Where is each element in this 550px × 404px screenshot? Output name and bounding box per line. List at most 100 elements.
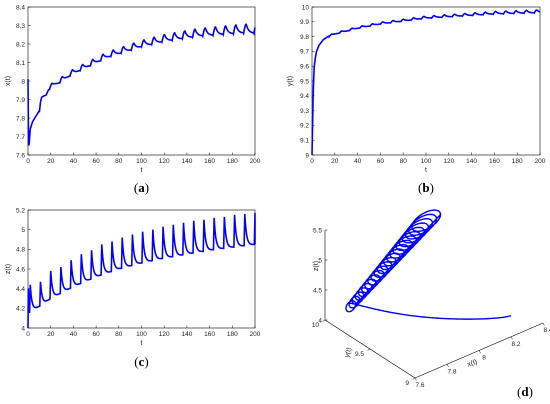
chart-c-xtick-label: 0 <box>26 331 30 338</box>
chart-b-xtick-label: 160 <box>489 158 500 165</box>
chart-c-xtick-label: 180 <box>227 331 238 338</box>
chart-b-xtick-label: 100 <box>421 158 432 165</box>
chart-d-axes: 7.6 7.8 8 8.2 8.4 9 9.5 104 4.5 5 5.5 <box>312 227 550 389</box>
chart-d-xtick-mark <box>446 364 449 367</box>
chart-c-xtick-label: 160 <box>204 331 215 338</box>
chart-a-ytick-label: 8 <box>21 78 25 85</box>
chart-a-series-line <box>27 23 256 146</box>
chart-a: 0 20 40 60 80 100 120 140 160 180 200 7.6 7.7 7.8 7.9 8… <box>5 4 261 195</box>
chart-b-ytick-label: 9 <box>305 152 309 159</box>
chart-d-xtick-label: 8.4 <box>543 327 550 334</box>
chart-b-series-line <box>311 9 541 156</box>
chart-d-ztick-label: 5 <box>318 257 322 264</box>
chart-b-xtick-label: 0 <box>310 158 314 165</box>
chart-b-xtick-label: 140 <box>466 158 477 165</box>
chart-b-ytick-label: 9.8 <box>300 34 309 41</box>
chart-c-xtick-label: 140 <box>181 331 192 338</box>
chart-a-xtick-label: 200 <box>250 158 261 165</box>
chart-d-xtick-label: 7.6 <box>415 382 424 389</box>
chart-a-panel-label: (a) <box>134 180 149 195</box>
chart-c-ylabel: z(t) <box>5 264 12 274</box>
chart-b-panel-label: (b) <box>418 180 434 195</box>
chart-b: 0 20 40 60 80 100 120 140 160 180 200 9 9.1 9.2 9.3 9.4… <box>287 4 546 195</box>
chart-a-ylabel: x(t) <box>5 76 12 86</box>
chart-b-xtick-label: 120 <box>443 158 454 165</box>
chart-d-ztick-label: 4 <box>318 317 322 324</box>
chart-a-xtick-label: 140 <box>181 158 192 165</box>
chart-d-xtick-mark <box>510 336 513 340</box>
chart-a-ytick-label: 7.9 <box>16 97 25 104</box>
chart-b-xtick-label: 40 <box>354 158 362 165</box>
chart-b-ytick-label: 9.7 <box>300 49 309 56</box>
chart-d-xtick-mark <box>542 322 545 326</box>
chart-b-ytick-label: 9.9 <box>300 19 309 26</box>
chart-a-ytick-label: 7.7 <box>16 134 25 141</box>
chart-d-xtick-label: 8.2 <box>511 341 520 348</box>
chart-a-xtick-label: 120 <box>159 158 170 165</box>
chart-b-xtick-label: 60 <box>377 158 385 165</box>
chart-d-ytick-mark <box>322 319 326 322</box>
chart-a-ytick-label: 8.4 <box>16 4 25 11</box>
chart-a-xtick-label: 40 <box>70 158 78 165</box>
chart-d-ytick-label: 9.5 <box>355 351 364 358</box>
chart-c-xtick-label: 60 <box>92 331 100 338</box>
chart-c-xlabel: t <box>141 340 143 347</box>
chart-c-xtick-label: 200 <box>250 331 261 338</box>
chart-c-ytick-label: 5 <box>21 227 25 234</box>
chart-a-xtick-label: 180 <box>227 158 238 165</box>
chart-c-xtick-label: 20 <box>47 331 55 338</box>
chart-a-xlabel: t <box>141 167 143 174</box>
chart-c-xtick-label: 120 <box>159 331 170 338</box>
chart-c-series-line <box>27 212 256 329</box>
chart-b-xtick-label: 80 <box>400 158 408 165</box>
chart-a-ytick-label: 8.3 <box>16 23 25 30</box>
chart-d-xtick-label: 7.8 <box>447 368 456 375</box>
chart-c-xtick-label: 40 <box>70 331 78 338</box>
chart-b-xtick-label: 200 <box>535 158 546 165</box>
chart-b-ytick-label: 9.6 <box>300 64 309 71</box>
chart-a-xtick-label: 80 <box>115 158 123 165</box>
chart-b-xtick-label: 180 <box>512 158 523 165</box>
chart-c-ytick-label: 4 <box>21 325 25 332</box>
chart-d-ytick-label: 10 <box>312 322 320 329</box>
chart-a-xtick-label: 160 <box>204 158 215 165</box>
chart-c-ytick-label: 5.2 <box>16 207 25 214</box>
chart-d: 7.6 7.8 8 8.2 8.4 9 9.5 104 4.5 5 5.5 z(t) y(t) x(… <box>312 209 550 399</box>
chart-b-ytick-label: 9.5 <box>300 78 309 85</box>
chart-d-ytick-mark <box>367 348 371 351</box>
chart-a-xtick-label: 60 <box>92 158 100 165</box>
chart-b-xtick-label: 20 <box>331 158 339 165</box>
chart-b-ytick-label: 9.2 <box>300 123 309 130</box>
chart-d-ytick-mark <box>412 377 416 380</box>
chart-a-ytick-label: 8.2 <box>16 41 25 48</box>
chart-c-panel-label: (c) <box>134 354 148 369</box>
chart-d-ytick-label: 9 <box>405 380 409 387</box>
chart-a-ytick-label: 7.8 <box>16 115 25 122</box>
chart-b-ytick-label: 9.1 <box>300 138 309 145</box>
chart-a-ytick-label: 8.1 <box>16 60 25 67</box>
chart-d-xtick-mark <box>414 377 417 381</box>
chart-c-xtick-label: 100 <box>136 331 147 338</box>
chart-c-ytick-label: 4.8 <box>16 247 25 254</box>
chart-a-frame <box>27 6 256 156</box>
chart-d-zlabel: z(t) <box>313 261 320 271</box>
chart-a-xtick-label: 0 <box>26 158 30 165</box>
chart-c-ytick-label: 4.2 <box>16 306 25 313</box>
chart-d-xtick-mark <box>478 350 481 354</box>
chart-d-trajectory <box>345 209 512 320</box>
chart-c-frame <box>27 209 256 329</box>
chart-d-ztick-label: 4.5 <box>313 287 322 294</box>
chart-d-xlabel: x(t) <box>467 359 479 369</box>
chart-d-panel-label: (d) <box>517 384 533 399</box>
chart-a-xtick-label: 100 <box>136 158 147 165</box>
chart-b-ytick-label: 9.4 <box>300 93 309 100</box>
chart-c-xtick-label: 80 <box>115 331 123 338</box>
chart-d-xtick-label: 8 <box>482 355 486 362</box>
chart-c: 0 20 40 60 80 100 120 140 160 180 200 4 4.2 4.4 4.6 4.8… <box>5 207 261 369</box>
chart-c-ytick-label: 4.6 <box>16 266 25 273</box>
chart-a-xtick-label: 20 <box>47 158 55 165</box>
chart-d-ztick-label: 5.5 <box>313 227 322 234</box>
chart-b-ylabel: y(t) <box>287 76 294 86</box>
chart-a-ytick-label: 7.6 <box>16 152 25 159</box>
